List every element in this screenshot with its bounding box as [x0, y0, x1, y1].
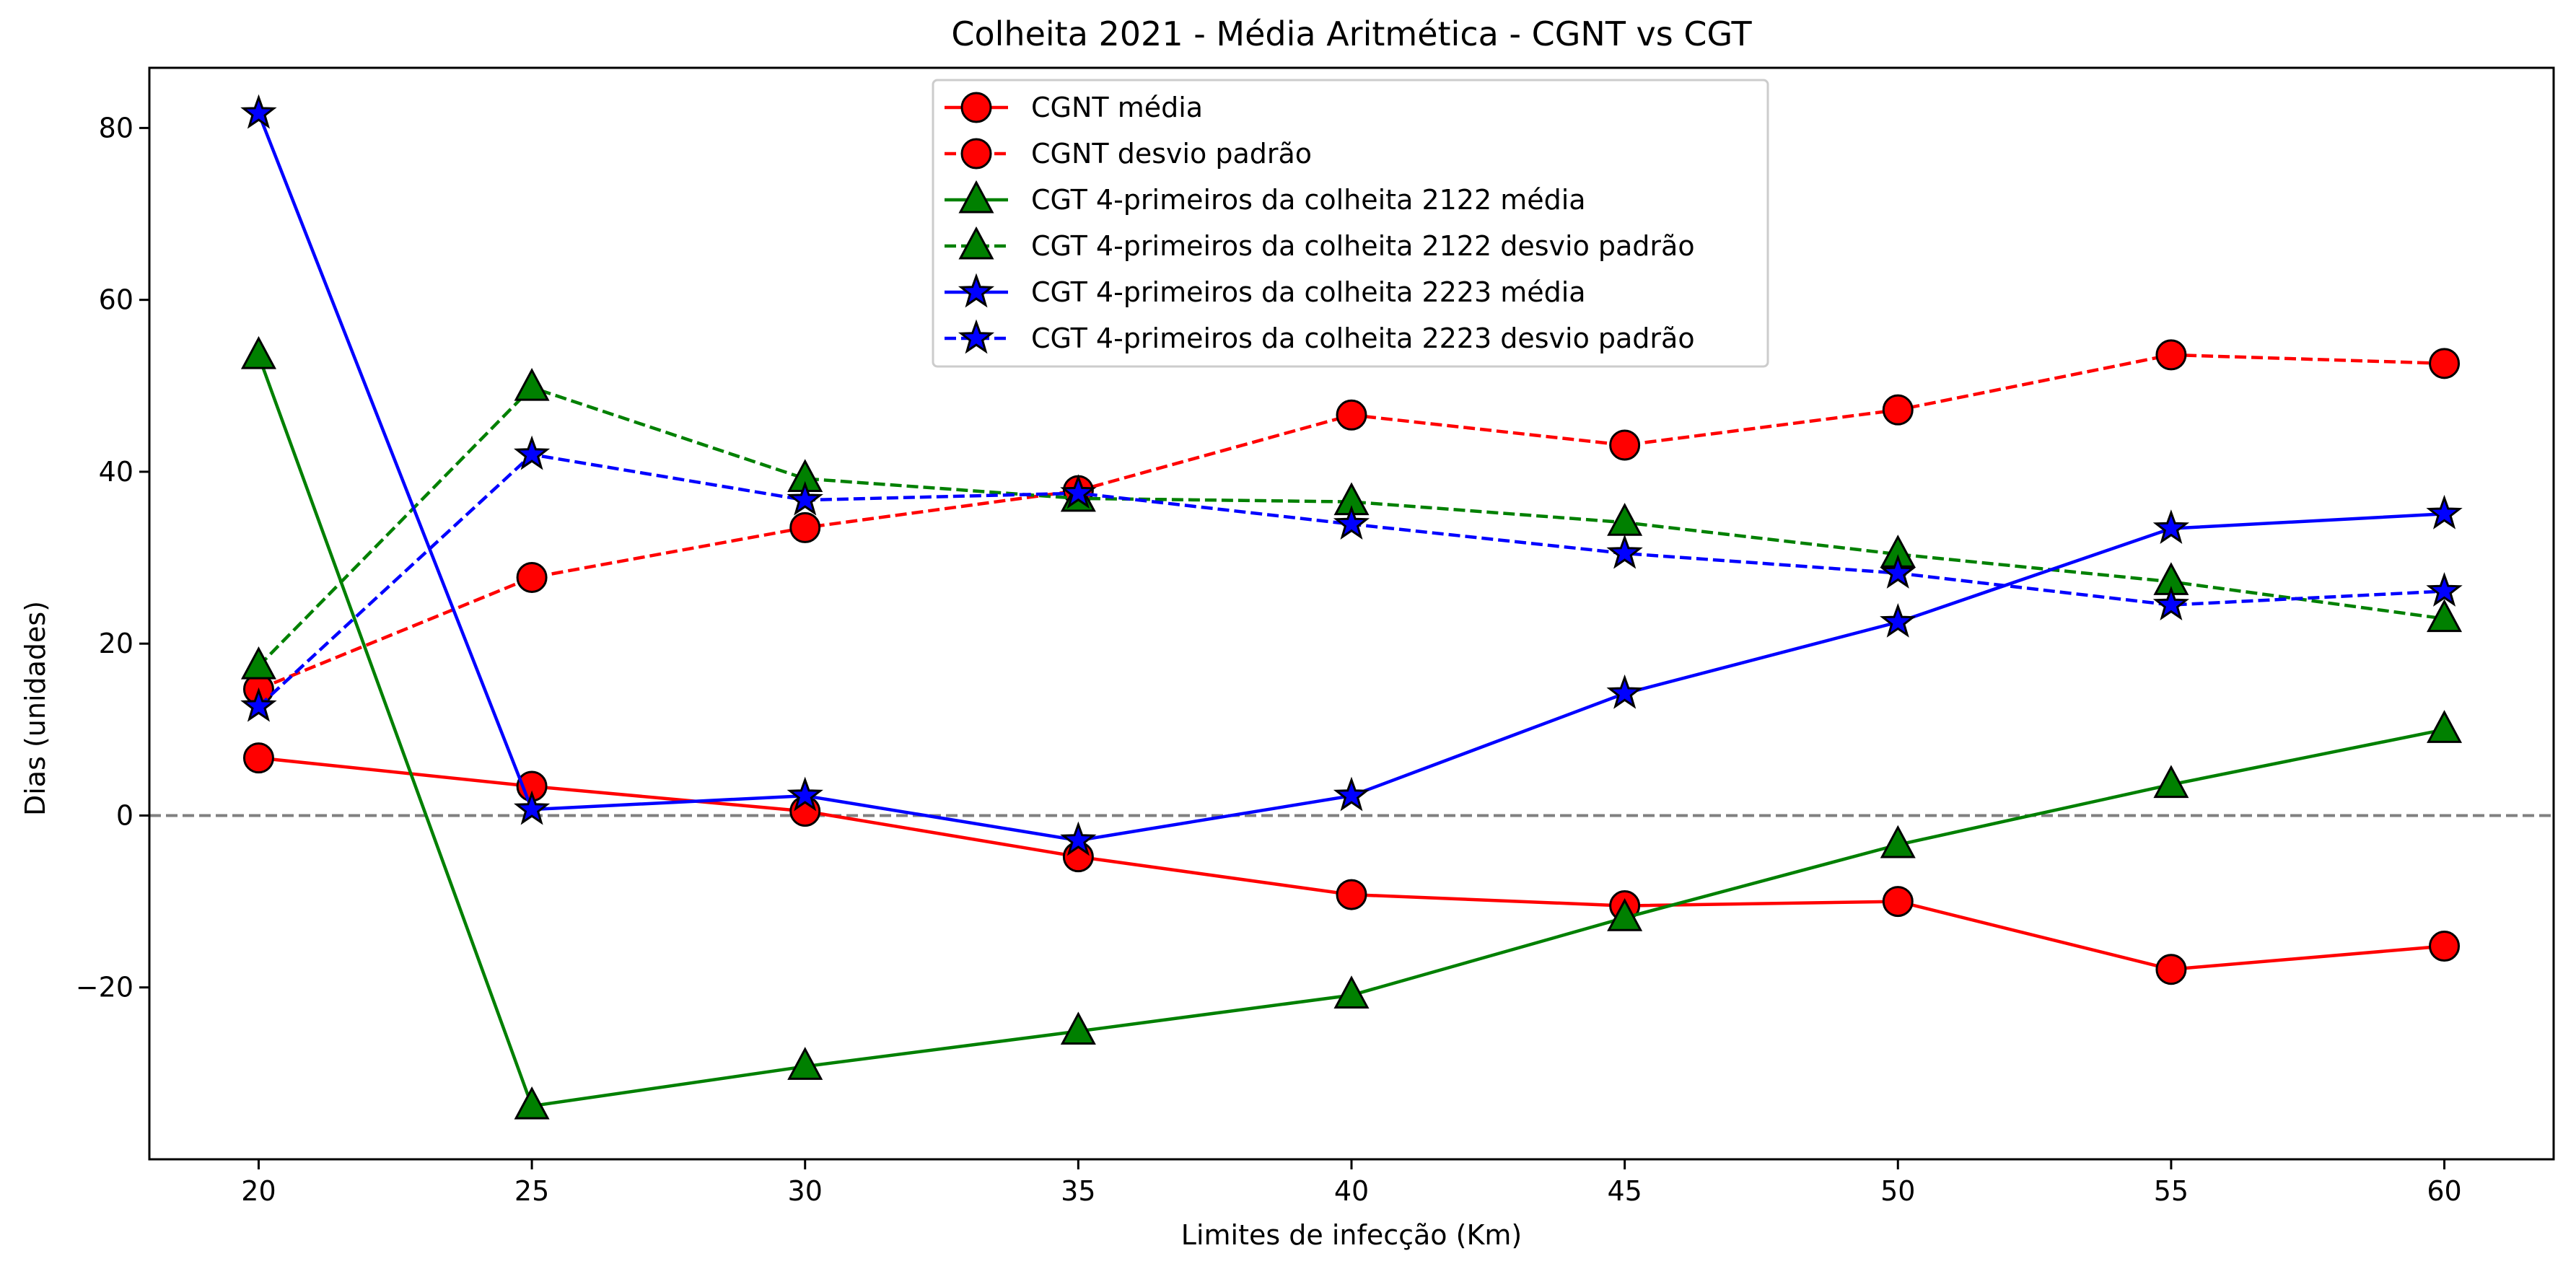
- data-point: [1336, 399, 1367, 431]
- data-point: [242, 742, 274, 774]
- y-tick-label: 60: [99, 284, 133, 316]
- series-5: [240, 94, 2463, 856]
- x-tick-label: 45: [1607, 1175, 1642, 1207]
- data-point: [1882, 886, 1914, 918]
- x-tick-label: 25: [514, 1175, 549, 1207]
- legend-label: CGT 4-primeiros da colheita 2223 média: [1031, 276, 1586, 308]
- x-tick-label: 55: [2154, 1175, 2189, 1207]
- legend-box: [932, 79, 1769, 368]
- data-point: [2155, 339, 2187, 371]
- y-tick-label: 20: [99, 628, 133, 659]
- x-tick-label: 20: [241, 1175, 276, 1207]
- y-tick-label: 80: [99, 112, 133, 144]
- data-point: [787, 776, 823, 812]
- series-6: [240, 435, 2463, 722]
- data-point: [1880, 554, 1916, 589]
- data-point: [1060, 821, 1097, 856]
- series-line: [257, 385, 2445, 667]
- data-point: [2152, 586, 2189, 620]
- data-point: [2427, 599, 2463, 633]
- data-point: [240, 687, 277, 722]
- data-point: [1882, 394, 1914, 426]
- legend-marker: [958, 226, 994, 260]
- series-3: [240, 335, 2463, 1120]
- data-point: [2429, 931, 2461, 962]
- data-point: [1333, 776, 1370, 812]
- y-tick-label: 40: [99, 456, 133, 488]
- data-point: [1333, 975, 1370, 1009]
- legend-marker: [960, 92, 992, 123]
- data-point: [2426, 494, 2463, 530]
- x-axis-label: Limites de infecção (Km): [1181, 1219, 1522, 1251]
- x-tick-label: 35: [1061, 1175, 1095, 1207]
- y-tick-label: 0: [116, 799, 133, 831]
- data-point: [240, 646, 276, 680]
- data-point: [2153, 765, 2189, 799]
- legend-marker: [958, 273, 995, 308]
- x-tick-label: 50: [1880, 1175, 1915, 1207]
- data-point: [1060, 1011, 1096, 1045]
- data-point: [787, 480, 823, 516]
- legend: CGNT média CGNT desvio padrão CGT 4-primei…: [932, 79, 1769, 368]
- data-point: [2155, 954, 2187, 985]
- x-tick-label: 60: [2427, 1175, 2461, 1207]
- data-point: [2427, 710, 2463, 743]
- legend-marker: [960, 138, 992, 170]
- x-tick-label: 30: [788, 1175, 823, 1207]
- data-point: [1606, 534, 1643, 569]
- legend-label: CGT 4-primeiros da colheita 2122 desvio …: [1031, 230, 1695, 262]
- legend-label: CGNT desvio padrão: [1031, 138, 1312, 170]
- data-point: [516, 561, 548, 593]
- legend-label: CGT 4-primeiros da colheita 2122 média: [1031, 184, 1586, 216]
- y-axis-label: Dias (unidades): [19, 601, 51, 816]
- data-point: [2426, 572, 2463, 607]
- data-point: [1880, 825, 1916, 858]
- data-point: [2429, 348, 2461, 379]
- data-point: [1606, 674, 1643, 709]
- data-point: [1060, 474, 1097, 509]
- data-point: [1336, 879, 1367, 910]
- data-point: [240, 335, 276, 369]
- legend-label: CGT 4-primeiros da colheita 2223 desvio …: [1031, 322, 1695, 354]
- data-point: [514, 435, 551, 470]
- data-point: [789, 511, 821, 543]
- data-point: [1333, 505, 1370, 540]
- data-point: [514, 1086, 550, 1120]
- axis-ticks: 20 25 30 35 40 45 50 55 60 −20 0 20 40 60 80: [76, 112, 2462, 1207]
- data-point: [2152, 509, 2190, 544]
- data-point: [514, 368, 550, 401]
- x-tick-label: 40: [1334, 1175, 1369, 1207]
- plot-area: [149, 94, 2554, 1120]
- legend-label: CGNT média: [1031, 92, 1203, 123]
- data-point: [1607, 503, 1643, 536]
- data-point: [1607, 898, 1643, 931]
- y-tick-label: −20: [76, 972, 133, 1003]
- plot-frame: [148, 66, 2555, 1161]
- data-point: [787, 1047, 823, 1080]
- data-point: [1880, 602, 1916, 638]
- legend-marker: [958, 319, 995, 354]
- data-point: [514, 790, 551, 825]
- chart-title: Colheita 2021 - Média Aritmética - CGNT …: [951, 14, 1752, 53]
- legend-marker: [958, 180, 994, 214]
- data-point: [240, 94, 277, 129]
- data-point: [1609, 429, 1641, 461]
